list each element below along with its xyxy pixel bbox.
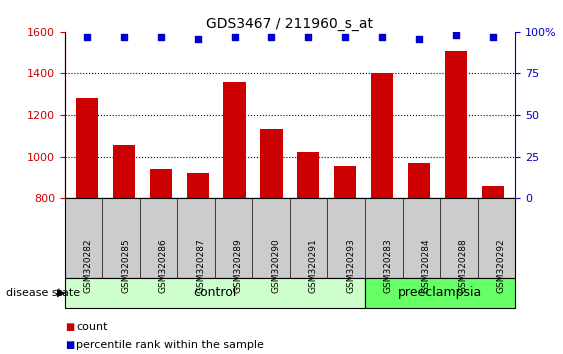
- Point: [415, 36, 424, 41]
- Point: [156, 34, 165, 40]
- Text: GSM320292: GSM320292: [497, 238, 506, 293]
- Text: GSM320286: GSM320286: [159, 238, 168, 293]
- Point: [267, 34, 276, 40]
- Bar: [113, 145, 135, 354]
- Bar: [371, 74, 394, 354]
- Bar: [261, 129, 283, 354]
- Text: GSM320289: GSM320289: [234, 238, 243, 293]
- Point: [119, 34, 128, 40]
- Text: GSM320290: GSM320290: [271, 238, 280, 293]
- Text: GSM320291: GSM320291: [309, 238, 318, 293]
- Bar: [482, 186, 504, 354]
- Text: GSM320285: GSM320285: [121, 238, 130, 293]
- Text: ▶: ▶: [56, 288, 65, 298]
- Point: [378, 34, 387, 40]
- Text: GSM320283: GSM320283: [384, 238, 393, 293]
- Bar: [186, 173, 209, 354]
- Point: [489, 34, 498, 40]
- Bar: [76, 98, 98, 354]
- Text: GSM320288: GSM320288: [459, 238, 468, 293]
- Text: count: count: [76, 322, 108, 332]
- Point: [452, 32, 461, 38]
- Point: [193, 36, 202, 41]
- Text: disease state: disease state: [6, 288, 80, 298]
- Bar: [445, 51, 467, 354]
- Text: GSM320284: GSM320284: [421, 238, 430, 293]
- Point: [230, 34, 239, 40]
- Text: percentile rank within the sample: percentile rank within the sample: [76, 340, 264, 350]
- Point: [304, 34, 313, 40]
- Text: GSM320287: GSM320287: [196, 238, 205, 293]
- Text: control: control: [193, 286, 236, 299]
- Text: ■: ■: [65, 340, 74, 350]
- Bar: [150, 169, 172, 354]
- Text: GSM320282: GSM320282: [83, 238, 92, 293]
- Bar: [334, 166, 356, 354]
- Point: [341, 34, 350, 40]
- Title: GDS3467 / 211960_s_at: GDS3467 / 211960_s_at: [207, 17, 373, 31]
- Bar: [408, 163, 430, 354]
- Text: GSM320293: GSM320293: [346, 238, 355, 293]
- Point: [82, 34, 91, 40]
- Bar: [224, 82, 245, 354]
- Text: ■: ■: [65, 322, 74, 332]
- Text: preeclampsia: preeclampsia: [398, 286, 482, 299]
- Bar: [297, 153, 319, 354]
